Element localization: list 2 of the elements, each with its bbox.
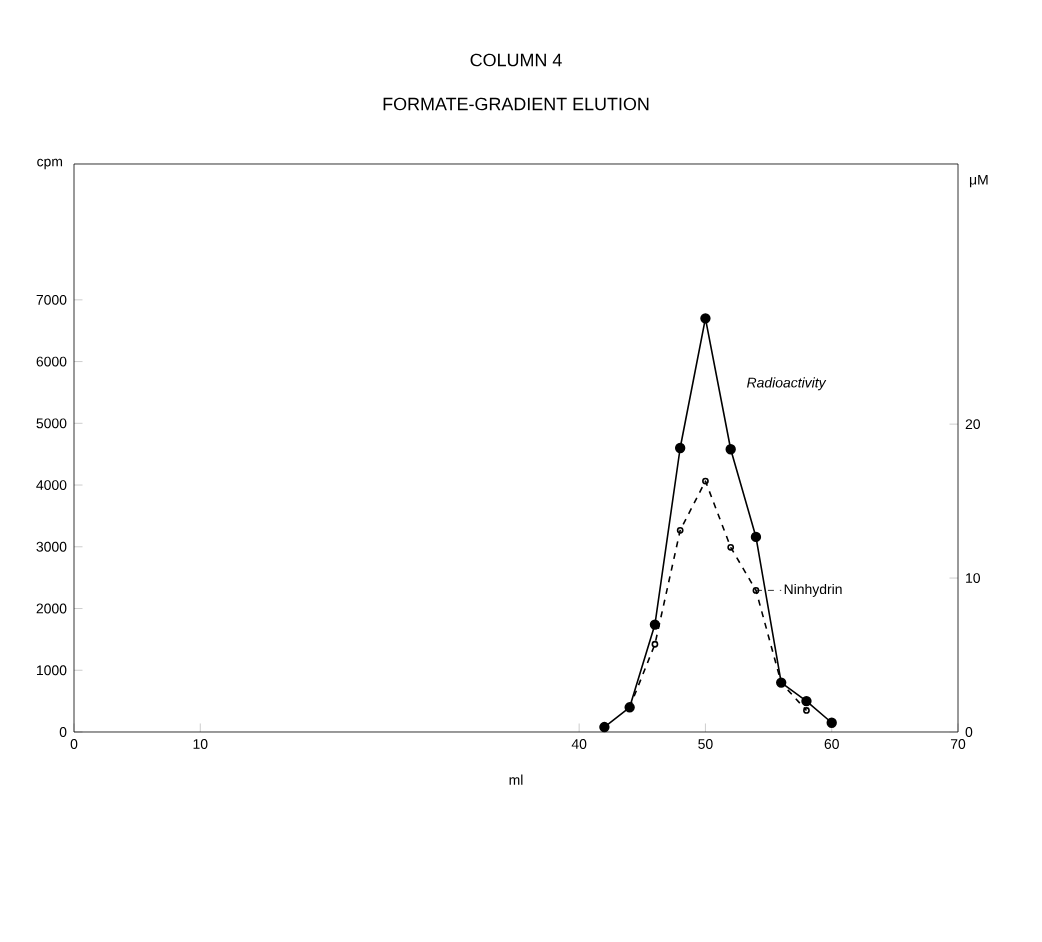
- chart-subtitle: FORMATE-GRADIENT ELUTION: [383, 97, 649, 111]
- chart-title: COLUMN 4: [470, 53, 562, 67]
